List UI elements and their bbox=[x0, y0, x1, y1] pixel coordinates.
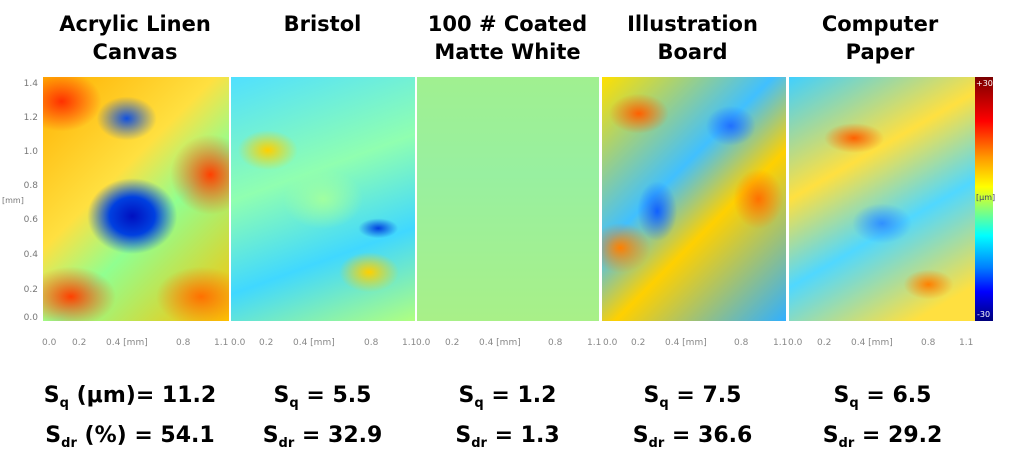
sdr-value: Sdr (%) = 54.1 bbox=[45, 423, 215, 451]
heatmap-illustration-board bbox=[602, 77, 786, 321]
panel-title-illustration-board: Illustration Board bbox=[600, 10, 785, 66]
x-tick: 0.0 bbox=[416, 338, 431, 348]
x-tick: 0.8 bbox=[921, 338, 936, 348]
x-tick: 0.0 bbox=[42, 338, 57, 348]
colorbar-unit-label: [μm] bbox=[976, 193, 996, 202]
x-tick: 0.8 bbox=[364, 338, 379, 348]
y-tick: 0.8 bbox=[23, 181, 38, 191]
x-tick: 0.4 [mm] bbox=[293, 338, 335, 348]
colorbar-min-label: -30 bbox=[977, 310, 991, 319]
x-tick: 0.8 bbox=[734, 338, 749, 348]
x-tick: 0.4 [mm] bbox=[479, 338, 521, 348]
title-line: Computer bbox=[821, 12, 939, 36]
stats-bristol: Sq = 5.5 Sdr = 32.9 bbox=[230, 380, 415, 460]
sdr-value: Sdr = 36.6 bbox=[632, 423, 753, 451]
sq-value: Sq = 1.2 bbox=[458, 383, 557, 411]
heatmap-acrylic-linen-canvas bbox=[43, 77, 229, 321]
sq-value: Sq = 7.5 bbox=[643, 383, 742, 411]
panel-title-bristol: Bristol bbox=[230, 10, 415, 38]
y-tick: 0.6 bbox=[23, 215, 38, 225]
y-tick: 1.0 bbox=[23, 147, 38, 157]
stats-computer-paper: Sq = 6.5 Sdr = 29.2 bbox=[790, 380, 975, 460]
sdr-value: Sdr = 32.9 bbox=[262, 423, 383, 451]
panel-title-coated-matte-white: 100 # Coated Matte White bbox=[415, 10, 600, 66]
y-unit-label: [mm] bbox=[2, 196, 24, 205]
title-line: Matte White bbox=[434, 40, 581, 64]
stats-coated-matte-white: Sq = 1.2 Sdr = 1.3 bbox=[415, 380, 600, 460]
title-line: Illustration bbox=[627, 12, 758, 36]
sdr-value: Sdr = 1.3 bbox=[455, 423, 560, 451]
sq-value: Sq = 6.5 bbox=[833, 383, 932, 411]
x-tick: 0.8 bbox=[176, 338, 191, 348]
heatmap-computer-paper bbox=[789, 77, 975, 321]
x-tick: 0.0 bbox=[788, 338, 803, 348]
x-tick: 0.4 [mm] bbox=[665, 338, 707, 348]
x-tick: 1.1 bbox=[402, 338, 417, 348]
x-tick: 1.1 bbox=[773, 338, 788, 348]
heatmap-coated-matte-white bbox=[417, 77, 599, 321]
stats-illustration-board: Sq = 7.5 Sdr = 36.6 bbox=[600, 380, 785, 460]
x-tick: 0.2 bbox=[259, 338, 274, 348]
colorbar: +30 [μm] -30 bbox=[975, 77, 996, 321]
sdr-value: Sdr = 29.2 bbox=[822, 423, 943, 451]
y-tick: 0.0 bbox=[23, 313, 38, 323]
x-tick: 0.2 bbox=[817, 338, 832, 348]
title-line: Paper bbox=[845, 40, 915, 64]
title-line: Board bbox=[657, 40, 728, 64]
sq-value: Sq (μm)= 11.2 bbox=[43, 383, 217, 411]
x-tick: 0.2 bbox=[445, 338, 460, 348]
x-tick: 0.0 bbox=[603, 338, 618, 348]
panel-title-acrylic-linen-canvas: Acrylic Linen Canvas bbox=[40, 10, 230, 66]
x-tick: 1.1 bbox=[214, 338, 229, 348]
x-tick: 0.2 bbox=[631, 338, 646, 348]
x-tick: 0.4 [mm] bbox=[851, 338, 893, 348]
x-tick: 0.8 bbox=[548, 338, 563, 348]
heatmap-bristol bbox=[231, 77, 415, 321]
panel-title-computer-paper: Computer Paper bbox=[785, 10, 975, 66]
title-line: Canvas bbox=[92, 40, 178, 64]
x-tick: 0.2 bbox=[72, 338, 87, 348]
x-tick: 0.0 bbox=[231, 338, 246, 348]
stats-acrylic-linen-canvas: Sq (μm)= 11.2 Sdr (%) = 54.1 bbox=[30, 380, 230, 460]
title-line: 100 # Coated bbox=[427, 12, 588, 36]
colorbar-max-label: +30 bbox=[976, 79, 993, 88]
title-line: Bristol bbox=[283, 12, 362, 36]
x-tick: 0.4 [mm] bbox=[106, 338, 148, 348]
x-tick: 1.1 bbox=[587, 338, 602, 348]
x-tick: 1.1 bbox=[959, 338, 974, 348]
sq-value: Sq = 5.5 bbox=[273, 383, 372, 411]
y-tick: 1.2 bbox=[23, 113, 38, 123]
title-line: Acrylic Linen bbox=[59, 12, 211, 36]
y-tick: 1.4 bbox=[23, 79, 38, 89]
y-tick: 0.2 bbox=[23, 285, 38, 295]
y-tick: 0.4 bbox=[23, 250, 38, 260]
